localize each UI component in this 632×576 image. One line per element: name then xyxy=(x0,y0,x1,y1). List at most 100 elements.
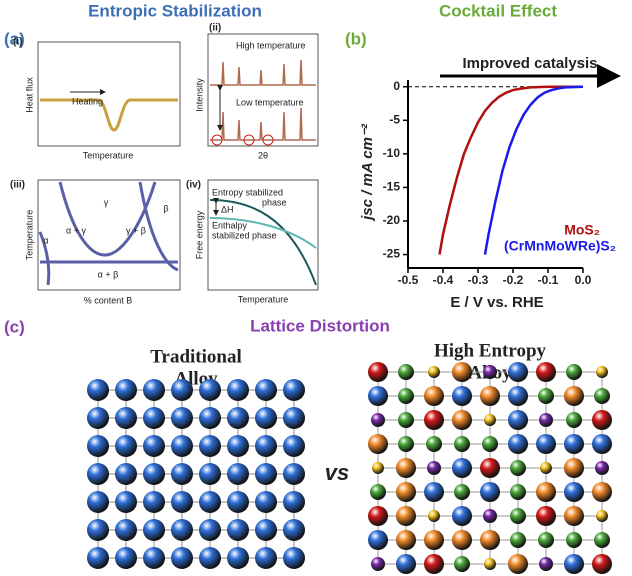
atom xyxy=(368,530,388,550)
atom xyxy=(564,506,584,526)
atom xyxy=(424,554,444,574)
frame xyxy=(37,41,181,147)
atom xyxy=(398,436,414,452)
atom xyxy=(368,386,388,406)
atom xyxy=(426,436,442,452)
y-label: Temperature xyxy=(24,210,34,261)
line xyxy=(483,85,584,255)
sub-label: (i) xyxy=(13,37,22,48)
atom xyxy=(143,547,165,569)
region: α xyxy=(43,235,48,245)
atom xyxy=(115,463,137,485)
subplot-i: (i) Heat flux Temperature Heating xyxy=(13,37,181,160)
title-a: Entropic Stabilization xyxy=(88,1,262,20)
atom xyxy=(171,407,193,429)
line xyxy=(438,85,583,255)
atom xyxy=(227,491,249,513)
atom xyxy=(480,386,500,406)
region: β xyxy=(163,203,168,213)
atom xyxy=(539,557,553,571)
atom xyxy=(592,434,612,454)
atom xyxy=(199,491,221,513)
atom xyxy=(452,530,472,550)
atom xyxy=(452,386,472,406)
atom xyxy=(368,434,388,454)
panel-label: (b) xyxy=(345,29,367,48)
atom xyxy=(510,532,526,548)
atom xyxy=(87,379,109,401)
atom xyxy=(255,491,277,513)
atom xyxy=(596,510,608,522)
marker xyxy=(211,134,223,146)
phase-lines xyxy=(38,181,179,286)
region: α + β xyxy=(98,269,119,279)
atom xyxy=(396,506,416,526)
sub-label: (iv) xyxy=(186,180,201,191)
atom xyxy=(454,484,470,500)
atom xyxy=(510,484,526,500)
atom xyxy=(255,379,277,401)
atom xyxy=(115,435,137,457)
atom xyxy=(227,407,249,429)
atom xyxy=(594,532,610,548)
atom xyxy=(566,364,582,380)
panel-label: (c) xyxy=(4,317,25,336)
pattern xyxy=(210,107,316,141)
marker xyxy=(243,134,255,146)
lattice-title: High Entropy xyxy=(434,340,547,361)
atom xyxy=(508,434,528,454)
atom xyxy=(283,435,305,457)
atom xyxy=(171,435,193,457)
atom xyxy=(283,519,305,541)
atom xyxy=(480,482,500,502)
atom xyxy=(564,482,584,502)
lattice-title: Traditional xyxy=(150,346,242,367)
frame xyxy=(37,179,181,291)
y-axis-label: jsc / mA cm⁻² xyxy=(359,123,376,222)
atom xyxy=(227,379,249,401)
atom xyxy=(396,554,416,574)
atom xyxy=(396,482,416,502)
atom xyxy=(171,463,193,485)
atom xyxy=(452,458,472,478)
atom xyxy=(199,407,221,429)
atom xyxy=(199,547,221,569)
panel-label: (a) xyxy=(4,29,25,48)
annotation: phase xyxy=(262,197,287,207)
legend-label: (CrMnMoWRe)S₂ xyxy=(504,238,616,254)
subplot-ii: (ii) Intensity 2θ High temperature Low t… xyxy=(194,23,319,160)
atom xyxy=(87,519,109,541)
atom xyxy=(452,410,472,430)
atom xyxy=(143,491,165,513)
atom xyxy=(255,435,277,457)
y-label: Intensity xyxy=(194,78,204,112)
x-tick-label: -0.4 xyxy=(433,273,454,287)
atom xyxy=(143,435,165,457)
atom xyxy=(398,364,414,380)
atom xyxy=(199,463,221,485)
x-label: % content B xyxy=(84,295,133,305)
atom xyxy=(87,491,109,513)
x-axis-label: E / V vs. RHE xyxy=(450,294,543,311)
atom xyxy=(452,506,472,526)
legend-label: MoS₂ xyxy=(564,222,600,238)
atom xyxy=(115,407,137,429)
atom xyxy=(371,557,385,571)
atom xyxy=(227,435,249,457)
atom xyxy=(424,482,444,502)
title-c: Lattice Distortion xyxy=(250,316,390,335)
x-tick-label: -0.5 xyxy=(398,273,419,287)
atom xyxy=(87,435,109,457)
annotation: Heating xyxy=(72,96,103,106)
title-b: Cocktail Effect xyxy=(439,1,557,20)
atom xyxy=(87,407,109,429)
atom xyxy=(424,530,444,550)
atom xyxy=(115,379,137,401)
atom xyxy=(594,388,610,404)
atom xyxy=(483,365,497,379)
atom xyxy=(115,519,137,541)
vs-label: vs xyxy=(325,460,349,485)
atom xyxy=(508,554,528,574)
region: γ xyxy=(104,197,109,207)
atom xyxy=(143,519,165,541)
